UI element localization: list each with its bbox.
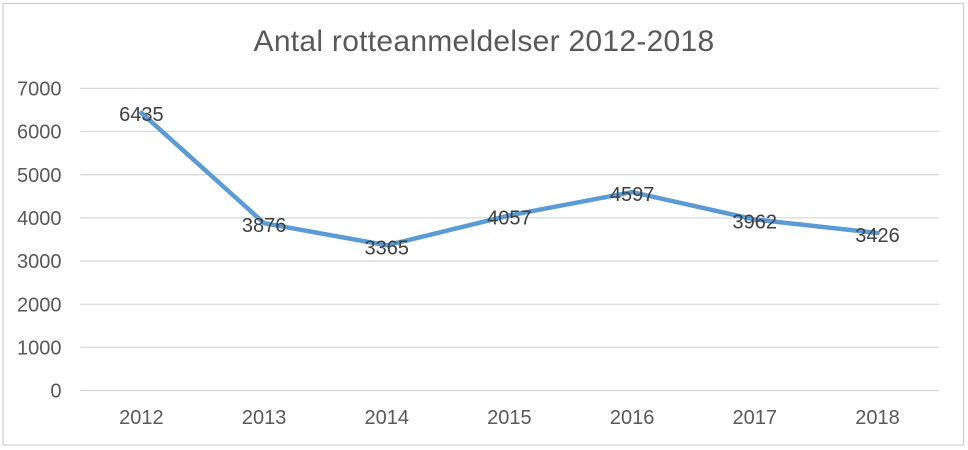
svg-text:3426: 3426 (855, 225, 900, 247)
svg-text:Antal rotteanmeldelser 2012-20: Antal rotteanmeldelser 2012-2018 (254, 25, 715, 58)
svg-text:6000: 6000 (17, 122, 62, 144)
svg-text:4057: 4057 (487, 207, 532, 229)
svg-text:2013: 2013 (242, 407, 287, 429)
svg-text:0: 0 (50, 381, 61, 403)
svg-text:3962: 3962 (733, 212, 778, 234)
svg-text:2000: 2000 (17, 294, 62, 316)
svg-text:3365: 3365 (365, 237, 410, 259)
svg-text:3876: 3876 (242, 215, 287, 237)
svg-text:2014: 2014 (365, 407, 410, 429)
svg-text:2015: 2015 (487, 407, 532, 429)
svg-text:7000: 7000 (17, 79, 62, 101)
svg-text:6435: 6435 (119, 104, 164, 126)
svg-text:2016: 2016 (610, 407, 655, 429)
svg-text:2012: 2012 (119, 407, 164, 429)
svg-text:2018: 2018 (855, 407, 900, 429)
svg-text:2017: 2017 (733, 407, 778, 429)
svg-text:4000: 4000 (17, 208, 62, 230)
svg-text:1000: 1000 (17, 338, 62, 360)
svg-text:5000: 5000 (17, 165, 62, 187)
svg-text:4597: 4597 (610, 184, 655, 206)
svg-text:3000: 3000 (17, 251, 62, 273)
